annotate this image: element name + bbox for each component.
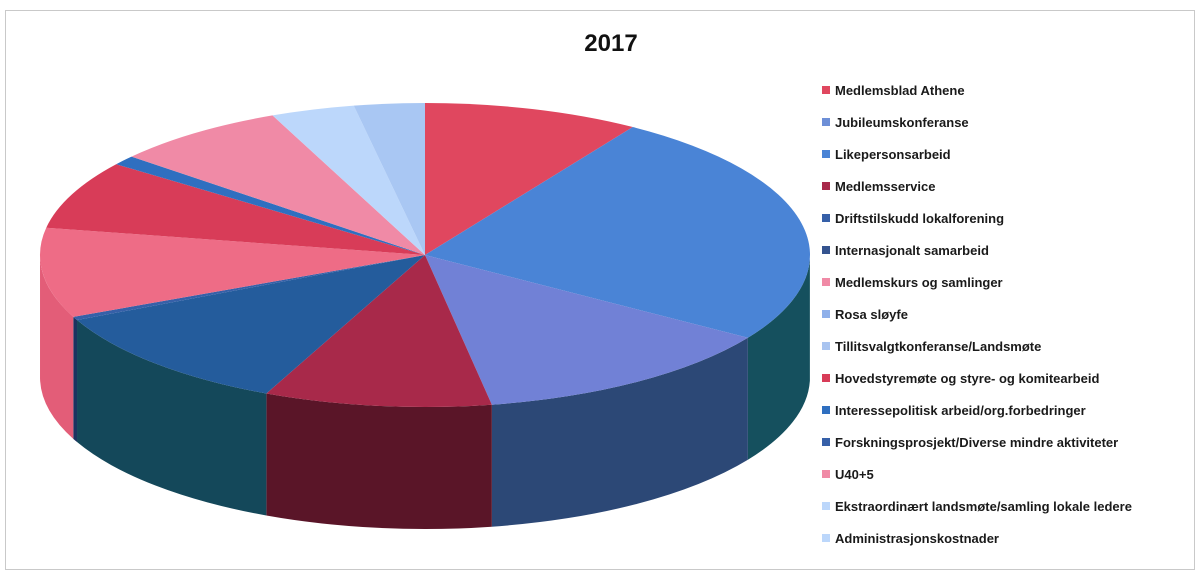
pie-slice <box>40 227 425 317</box>
pie-slice-side <box>491 337 748 527</box>
legend-item: Ekstraordinært landsmøte/samling lokale … <box>822 490 1192 522</box>
pie-slice-side <box>77 320 267 516</box>
legend-item: Administrasjonskostnader <box>822 522 1192 554</box>
pie-slice <box>73 255 425 321</box>
legend-label: Forskningsprosjekt/Diverse mindre aktivi… <box>835 434 1119 450</box>
chart-title: 2017 <box>584 30 638 57</box>
legend-item: Forskningsprosjekt/Diverse mindre aktivi… <box>822 426 1192 458</box>
legend-label: Medlemskurs og samlinger <box>835 274 1003 290</box>
legend-swatch <box>822 278 830 286</box>
pie-slice <box>353 103 425 255</box>
pie-slice <box>131 115 425 255</box>
legend-label: Jubileumskonferanse <box>835 114 969 130</box>
legend-swatch <box>822 406 830 414</box>
legend-item: Driftstilskudd lokalforening <box>822 202 1192 234</box>
pie-slice-side <box>266 393 492 529</box>
legend-swatch <box>822 534 830 542</box>
pie-slice <box>425 103 633 255</box>
legend-label: Medlemsservice <box>835 178 936 194</box>
legend-swatch <box>822 118 830 126</box>
legend-label: Medlemsblad Athene <box>835 82 965 98</box>
legend-label: Interessepolitisk arbeid/org.forbedringe… <box>835 402 1086 418</box>
legend-item: Medlemskurs og samlinger <box>822 266 1192 298</box>
legend-swatch <box>822 86 830 94</box>
legend-item: Internasjonalt samarbeid <box>822 234 1192 266</box>
legend-label: Rosa sløyfe <box>835 306 908 322</box>
legend-label: Internasjonalt samarbeid <box>835 242 989 258</box>
legend-swatch <box>822 502 830 510</box>
pie-slice <box>272 105 425 255</box>
pie-slice-side <box>73 316 78 443</box>
legend-swatch <box>822 438 830 446</box>
legend-swatch <box>822 310 830 318</box>
legend-item: Jubileumskonferanse <box>822 106 1192 138</box>
pie-slice <box>266 255 492 407</box>
pie-slice <box>77 255 426 394</box>
pie-slice <box>425 127 810 338</box>
chart-legend: Medlemsblad Athene Jubileumskonferanse Lik… <box>822 74 1192 554</box>
legend-item: U40+5 <box>822 458 1192 490</box>
legend-label: U40+5 <box>835 466 874 482</box>
legend-swatch <box>822 246 830 254</box>
legend-swatch <box>822 470 830 478</box>
legend-item: Rosa sløyfe <box>822 298 1192 330</box>
legend-swatch <box>822 214 830 222</box>
legend-item: Likepersonsarbeid <box>822 138 1192 170</box>
legend-swatch <box>822 182 830 190</box>
pie-slice-side <box>40 256 74 439</box>
legend-label: Driftstilskudd lokalforening <box>835 210 1005 226</box>
pie-slice <box>116 156 426 255</box>
legend-item: Hovedstyremøte og styre- og komitearbeid <box>822 362 1192 394</box>
legend-label: Tillitsvalgtkonferanse/Landsmøte <box>835 338 1042 354</box>
pie-chart <box>40 103 810 529</box>
pie-sides <box>40 256 810 529</box>
legend-item: Medlemsservice <box>822 170 1192 202</box>
pie-tops <box>40 103 810 407</box>
legend-swatch <box>822 150 830 158</box>
pie-slice-side <box>747 258 810 460</box>
legend-label: Administrasjonskostnader <box>835 530 999 546</box>
legend-item: Medlemsblad Athene <box>822 74 1192 106</box>
legend-label: Likepersonsarbeid <box>835 146 951 162</box>
pie-slice <box>425 255 748 405</box>
pie-slice <box>46 164 425 255</box>
legend-swatch <box>822 342 830 350</box>
legend-item: Tillitsvalgtkonferanse/Landsmøte <box>822 330 1192 362</box>
legend-label: Ekstraordinært landsmøte/samling lokale … <box>835 498 1132 514</box>
legend-swatch <box>822 374 830 382</box>
legend-label: Hovedstyremøte og styre- og komitearbeid <box>835 370 1100 386</box>
legend-item: Interessepolitisk arbeid/org.forbedringe… <box>822 394 1192 426</box>
